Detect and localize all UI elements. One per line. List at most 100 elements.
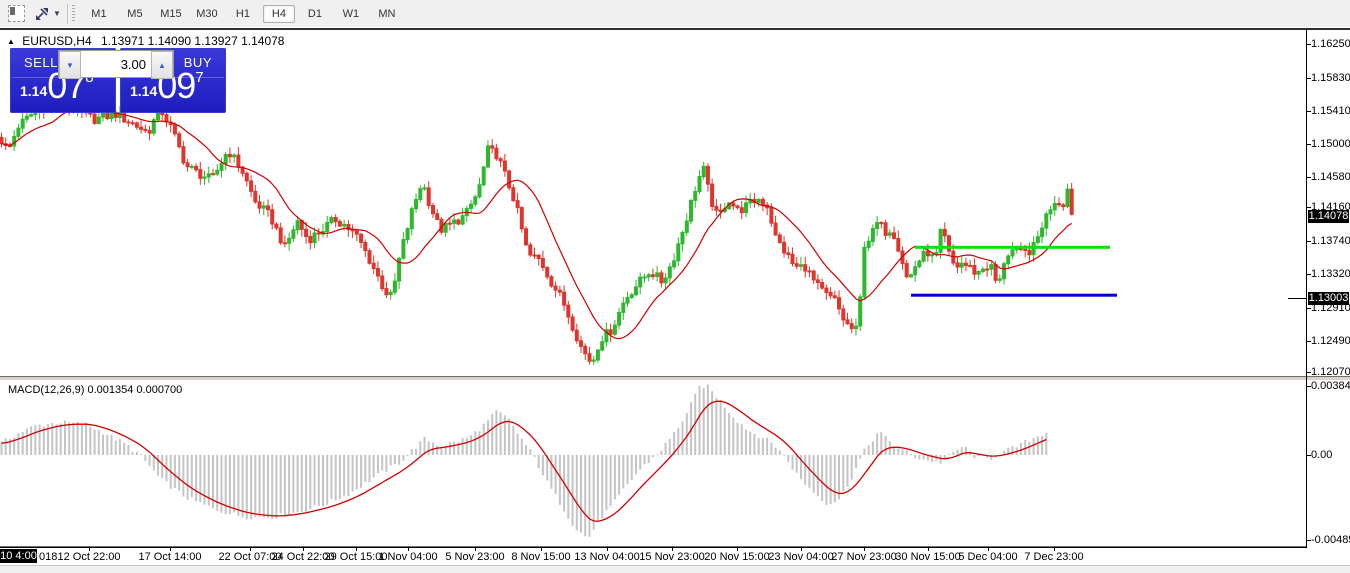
price-axis-label: 1.15830 bbox=[1311, 72, 1350, 84]
price-axis-tick bbox=[1306, 274, 1311, 275]
timeframe-h1[interactable]: H1 bbox=[235, 8, 250, 20]
chart-window: ▲ EURUSD,H4 1.13971 1.14090 1.13927 1.14… bbox=[0, 30, 1350, 573]
time-axis-label: 12 Oct 22:00 bbox=[57, 551, 121, 563]
pane-splitter-groove bbox=[0, 377, 1350, 380]
price-axis-tick bbox=[1306, 111, 1311, 112]
time-axis-label: 15 Nov 23:00 bbox=[639, 551, 705, 563]
time-marker-badge: 10 4:00 bbox=[0, 549, 37, 563]
timeframe-m15[interactable]: M15 bbox=[160, 8, 182, 20]
macd-indicator-label: MACD(12,26,9) 0.001354 0.000700 bbox=[8, 384, 183, 396]
status-strip bbox=[0, 565, 1350, 573]
price-axis-tick bbox=[1306, 341, 1311, 342]
price-axis-label: 1.12490 bbox=[1311, 335, 1350, 347]
time-axis-tick bbox=[672, 548, 673, 551]
timeframe-w1[interactable]: W1 bbox=[342, 8, 360, 20]
time-axis-tick bbox=[250, 548, 251, 551]
volume-stepper: ▼ ▲ bbox=[58, 50, 174, 79]
time-axis-label: 29 Oct 15:00 bbox=[324, 551, 388, 563]
time-axis-tick bbox=[170, 548, 171, 551]
price-axis-label: 1.12910 bbox=[1311, 302, 1350, 314]
macd-axis-tick bbox=[1306, 540, 1311, 541]
collapse-arrow-icon[interactable]: ▲ bbox=[7, 37, 15, 46]
price-axis-label: 1.15410 bbox=[1311, 105, 1350, 117]
timeframe-toolbar: ▼ M1 M5 M15 M30 H1 H4 D1 W1 MN bbox=[0, 0, 1350, 27]
price-axis-tick bbox=[1306, 44, 1311, 45]
time-axis-tick bbox=[607, 548, 608, 551]
time-axis-line bbox=[0, 547, 1307, 548]
timeframe-mn[interactable]: MN bbox=[378, 8, 396, 20]
price-axis-label: 1.14580 bbox=[1311, 171, 1350, 183]
cycle-arrows-icon[interactable] bbox=[32, 3, 52, 25]
price-axis-label: 1.13740 bbox=[1311, 235, 1350, 247]
time-axis-label: 30 Nov 15:00 bbox=[895, 551, 961, 563]
time-axis-tick bbox=[356, 548, 357, 551]
toolbar-separator bbox=[66, 3, 68, 24]
time-axis-tick bbox=[864, 548, 865, 551]
chart-title: ▲ EURUSD,H4 1.13971 1.14090 1.13927 1.14… bbox=[7, 34, 284, 48]
time-axis-label: 22 Oct 07:00 bbox=[218, 551, 282, 563]
macd-axis-tick bbox=[1306, 386, 1311, 387]
time-axis-tick bbox=[408, 548, 409, 551]
sell-label: SELL bbox=[24, 55, 58, 70]
time-axis-tick bbox=[988, 548, 989, 551]
volume-increase-button[interactable]: ▲ bbox=[151, 51, 173, 79]
price-axis-tick bbox=[1306, 78, 1311, 79]
timeframe-d1[interactable]: D1 bbox=[307, 8, 322, 20]
volume-input[interactable] bbox=[81, 51, 151, 77]
macd-axis-label: 0.003847 bbox=[1311, 380, 1350, 392]
price-axis-label: 1.13320 bbox=[1311, 268, 1350, 280]
time-axis-tick bbox=[475, 548, 476, 551]
one-click-trading-panel: SELL 1.14078 BUY 1.14097 ▼ ▲ bbox=[10, 48, 226, 113]
macd-pane-bottom-line bbox=[0, 546, 1306, 547]
price-axis-label: 1.16250 bbox=[1311, 38, 1350, 50]
price-badge: 1.14078 bbox=[1308, 210, 1349, 223]
time-axis-label: 23 Nov 04:00 bbox=[768, 551, 834, 563]
time-axis-tick bbox=[541, 548, 542, 551]
price-axis-tick bbox=[1306, 207, 1311, 208]
time-axis-tick bbox=[89, 548, 90, 551]
price-axis-tick bbox=[1306, 241, 1311, 242]
dropdown-caret-icon[interactable]: ▼ bbox=[53, 9, 61, 18]
time-axis-tick bbox=[801, 548, 802, 551]
macd-axis-label: -0.004856 bbox=[1311, 534, 1350, 546]
price-marker-tick bbox=[1288, 298, 1306, 299]
timeframe-m30[interactable]: M30 bbox=[196, 8, 218, 20]
toolbar-grip[interactable] bbox=[71, 4, 75, 23]
timeframe-m5[interactable]: M5 bbox=[127, 8, 143, 20]
time-axis-label: 1 Nov 04:00 bbox=[378, 551, 438, 563]
price-axis-label: 1.12070 bbox=[1311, 366, 1350, 378]
volume-decrease-button[interactable]: ▼ bbox=[59, 51, 81, 79]
price-axis-tick bbox=[1306, 177, 1311, 178]
time-axis-tick bbox=[1054, 548, 1055, 551]
time-axis-tick bbox=[737, 548, 738, 551]
price-axis-tick bbox=[1306, 144, 1311, 145]
symbol-period-label: EURUSD,H4 bbox=[22, 34, 92, 48]
ohlc-values: 1.13971 1.14090 1.13927 1.14078 bbox=[100, 34, 285, 48]
time-axis-label: 24 Oct 22:00 bbox=[271, 551, 335, 563]
timeframe-m1[interactable]: M1 bbox=[91, 8, 107, 20]
time-axis-label: 17 Oct 14:00 bbox=[138, 551, 202, 563]
time-axis-label: 8 Nov 15:00 bbox=[511, 551, 571, 563]
time-axis-partial-label: 018 bbox=[39, 551, 58, 563]
price-axis-tick bbox=[1306, 372, 1311, 373]
time-axis-label: 27 Nov 23:00 bbox=[831, 551, 897, 563]
timeframe-h4[interactable]: H4 bbox=[262, 5, 295, 23]
price-axis-line bbox=[1306, 30, 1307, 547]
time-axis-label: 20 Nov 15:00 bbox=[704, 551, 770, 563]
sell-price-prefix: 1.14 bbox=[20, 83, 48, 99]
time-axis-label: 7 Dec 23:00 bbox=[1024, 551, 1084, 563]
price-badge: 1.13003 bbox=[1308, 292, 1349, 305]
time-axis-label: 13 Nov 04:00 bbox=[574, 551, 640, 563]
time-axis-label: 5 Dec 04:00 bbox=[958, 551, 1018, 563]
time-axis-tick bbox=[303, 548, 304, 551]
timeframe-buttons: M1 M5 M15 M30 H1 H4 D1 W1 MN bbox=[81, 4, 405, 23]
buy-label: BUY bbox=[183, 55, 212, 70]
time-axis-label: 5 Nov 23:00 bbox=[445, 551, 505, 563]
chart-window-icon[interactable] bbox=[3, 3, 29, 25]
pane-splitter[interactable] bbox=[0, 376, 1350, 377]
buy-price: 1.14097 bbox=[130, 65, 204, 107]
buy-price-prefix: 1.14 bbox=[130, 83, 158, 99]
time-axis-tick bbox=[928, 548, 929, 551]
macd-indicator-plot[interactable] bbox=[0, 380, 1306, 546]
